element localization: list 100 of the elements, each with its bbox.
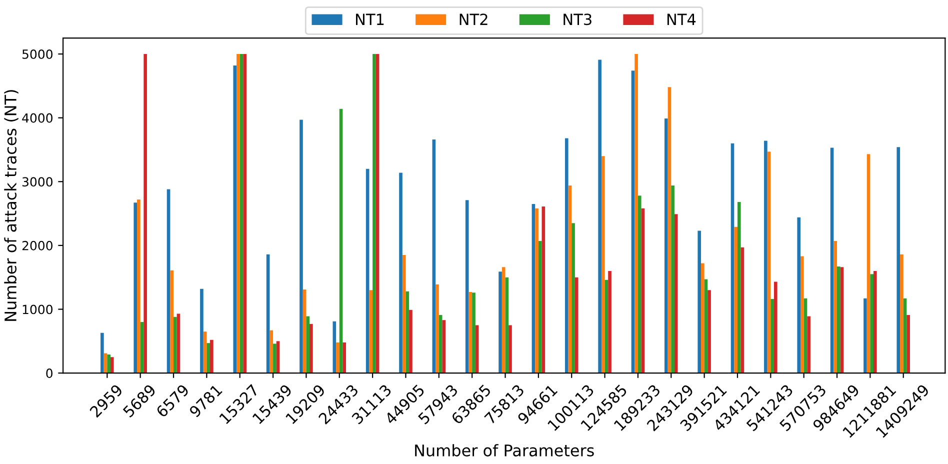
bar xyxy=(468,292,472,374)
y-tick-label: 3000 xyxy=(22,177,52,187)
bar xyxy=(740,247,744,374)
bar xyxy=(568,185,572,374)
bar xyxy=(402,255,406,374)
bar xyxy=(432,140,436,374)
bar xyxy=(896,147,900,374)
bar xyxy=(704,279,708,374)
bar xyxy=(800,256,804,374)
bar xyxy=(730,143,734,374)
bar xyxy=(797,217,801,374)
bar xyxy=(240,54,244,374)
bar xyxy=(339,108,343,374)
bar xyxy=(436,284,439,374)
bar xyxy=(336,342,340,374)
bar xyxy=(498,272,502,374)
y-tick-label: 1000 xyxy=(22,304,52,314)
bar xyxy=(535,208,538,374)
bar xyxy=(140,322,144,374)
legend-label: NT1 xyxy=(356,14,384,25)
bar xyxy=(834,240,838,374)
bar xyxy=(532,204,536,374)
bar xyxy=(903,298,907,374)
bar xyxy=(770,299,774,374)
x-axis-title: Number of Parameters xyxy=(415,444,594,456)
bar xyxy=(170,270,174,374)
bar xyxy=(830,148,834,374)
bar xyxy=(310,324,313,374)
bar xyxy=(409,310,412,374)
bar xyxy=(100,332,104,374)
bar xyxy=(840,267,844,374)
bar xyxy=(601,156,605,374)
bar xyxy=(236,54,240,374)
bar xyxy=(270,330,274,374)
bar xyxy=(604,280,608,374)
bar xyxy=(866,154,870,374)
bar xyxy=(900,254,904,374)
bar xyxy=(206,343,210,374)
bar xyxy=(110,357,114,374)
legend-label: NT3 xyxy=(564,14,592,26)
bar xyxy=(700,263,704,374)
legend-label: NT4 xyxy=(667,14,696,25)
bar xyxy=(300,120,303,374)
bar xyxy=(144,54,147,374)
bar xyxy=(864,298,867,374)
bar xyxy=(174,316,177,374)
bar xyxy=(674,214,678,374)
bar xyxy=(505,277,509,374)
bar xyxy=(734,226,738,374)
bar xyxy=(243,54,246,374)
bar xyxy=(302,289,306,374)
bar xyxy=(475,325,479,374)
bar xyxy=(641,208,645,374)
y-tick-label: 5000 xyxy=(22,49,52,59)
bar xyxy=(668,87,672,374)
y-tick-label: 4000 xyxy=(22,113,52,123)
bar xyxy=(399,172,402,374)
bar xyxy=(465,200,469,374)
bar xyxy=(564,138,568,374)
bar xyxy=(176,314,180,374)
bar xyxy=(166,189,170,374)
y-tick-label: 0 xyxy=(46,368,52,378)
y-tick-label: 2000 xyxy=(22,240,52,250)
bar xyxy=(774,282,778,374)
y-axis-title: Number of attack traces (NT) xyxy=(4,90,18,321)
bar xyxy=(538,240,542,374)
bar xyxy=(542,206,546,374)
bar xyxy=(406,291,410,374)
bar xyxy=(664,118,668,374)
bar xyxy=(767,152,771,374)
bar xyxy=(372,54,376,374)
legend-label: NT2 xyxy=(460,14,488,25)
bar xyxy=(906,314,910,374)
bar xyxy=(306,316,310,374)
bar xyxy=(442,320,446,374)
bar xyxy=(572,223,575,374)
bar xyxy=(502,267,506,374)
bar xyxy=(376,54,380,374)
bar xyxy=(266,254,270,374)
bar xyxy=(200,288,204,374)
bar xyxy=(472,292,476,374)
bar xyxy=(107,354,110,374)
bar xyxy=(807,316,810,374)
bar xyxy=(598,60,602,374)
bar xyxy=(804,298,808,374)
bar xyxy=(608,270,612,374)
bar xyxy=(737,202,741,374)
bar xyxy=(698,230,701,374)
bar xyxy=(874,270,877,374)
bar xyxy=(638,196,642,374)
bar xyxy=(837,266,840,374)
bar xyxy=(508,325,512,374)
bar xyxy=(369,290,373,374)
bar xyxy=(342,342,346,374)
bar xyxy=(708,290,711,374)
bar xyxy=(134,202,138,374)
bar xyxy=(574,277,578,374)
bar xyxy=(366,168,370,374)
bar xyxy=(233,65,237,374)
bar xyxy=(671,185,674,374)
